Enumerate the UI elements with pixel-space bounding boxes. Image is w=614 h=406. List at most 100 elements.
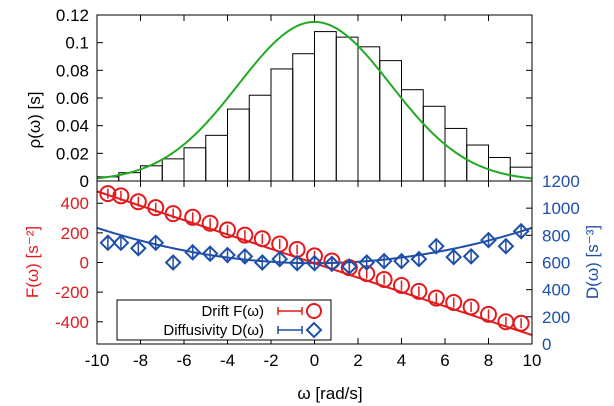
diffusivity-marker [219,246,236,264]
drift-y-tick-label: 0 [80,254,89,273]
diffusivity-marker [164,254,182,271]
histogram-bar [248,94,272,182]
diffusivity-marker [358,254,376,271]
diffusivity-marker [462,247,480,265]
histogram-bar [314,31,337,182]
x-tick-label: 10 [523,351,542,370]
legend-label-diffusivity: Diffusivity D(ω) [163,322,264,339]
drift-marker [184,208,202,226]
drift-marker [236,226,254,244]
diffusivity-y-tick-label: 400 [542,281,570,300]
density-y-tick-label: 0.1 [65,34,89,53]
diffusivity-marker [236,247,254,265]
density-y-label: ρ(ω) [s] [25,92,44,149]
drift-marker [147,199,165,217]
gaussian-fit-curve [96,20,533,180]
diffusivity-y-tick-label: 200 [542,308,570,327]
x-tick-label: 8 [484,351,493,370]
diffusivity-marker [512,222,530,240]
density-y-tick-label: 0.04 [56,117,89,136]
drift-y-ticks: -400 -200 0 200 400 [55,194,103,332]
drift-markers [99,185,530,332]
diffusivity-marker [99,234,117,252]
drift-y-tick-label: 400 [61,194,89,213]
diffusivity-marker [271,250,289,268]
legend-diffusivity-symbol [277,321,323,339]
drift-marker [427,289,445,307]
drift-marker [462,298,480,316]
diffusivity-marker [340,258,358,275]
density-y-tick-label: 0.06 [56,89,89,108]
drift-marker [219,221,236,239]
diffusivity-marker [306,254,323,272]
diffusivity-y-tick-label: 800 [542,226,570,245]
x-tick-label: -6 [176,351,191,370]
x-tick-label: -8 [133,351,148,370]
legend-label-drift: Drift F(ω) [201,303,264,320]
density-y-tick-label: 0.12 [56,6,89,25]
histogram-bar [444,127,468,182]
diffusivity-marker [375,252,393,270]
x-tick-label: -4 [220,351,235,370]
omega-x-ticks: -10 -8 -6 -4 -2 0 2 4 6 8 10 [85,15,542,370]
drift-diffusivity-panel: -400 -200 0 200 400 0 200 400 600 800 1000 1200 -1… [23,15,602,403]
diffusivity-y-tick-label: 0 [542,335,551,354]
diffusivity-marker [393,252,410,270]
diffusivity-marker [480,231,497,249]
drift-marker [99,185,117,203]
diffusivity-marker [184,243,202,261]
drift-marker [112,187,130,205]
drift-y-label: F(ω) [s⁻²] [23,226,42,298]
x-tick-label: -10 [85,351,110,370]
density-panel: 0 0.02 0.04 0.06 0.08 0.1 0.12 ρ(ω) [s] [25,6,533,191]
x-tick-label: 0 [310,351,319,370]
histogram-bar [488,156,511,182]
diffusivity-marker [497,237,515,255]
x-tick-label: 4 [397,351,406,370]
diffusivity-marker [129,239,147,257]
legend-drift-marker [306,303,322,319]
diffusivity-y-ticks: 0 200 400 600 800 1000 1200 [526,172,580,354]
drift-marker [410,282,428,300]
diffusivity-marker [112,234,130,252]
diffusivity-marker [147,234,165,252]
diffusivity-y-tick-label: 1200 [542,172,580,191]
drift-marker [375,271,393,289]
diffusivity-y-tick-label: 1000 [542,199,580,218]
diffusivity-marker [253,254,271,271]
histogram-bar [466,144,489,182]
diffusivity-y-label: D(ω) [s⁻³] [583,225,602,299]
density-y-tick-label: 0.08 [56,61,89,80]
diffusivity-marker [288,254,306,272]
drift-y-tick-label: -400 [55,313,89,332]
diffusivity-marker [410,250,428,268]
histogram-bar [335,36,359,182]
drift-marker [512,314,530,332]
drift-marker [393,276,410,294]
legend-drift-symbol [277,303,322,319]
x-tick-label: -2 [263,351,278,370]
density-y-ticks: 0 0.02 0.04 0.06 0.08 0.1 0.12 [56,6,532,191]
drift-marker [129,193,147,211]
diffusivity-y-tick-label: 600 [542,254,570,273]
drift-plot-frame [96,180,533,345]
drift-marker [480,305,497,323]
drift-marker [253,230,271,248]
drift-y-tick-label: 200 [61,224,89,243]
omega-x-label: ω [rad/s] [297,384,362,403]
histogram-bar [227,108,250,182]
diffusivity-markers [99,222,530,275]
histogram-bar [270,68,294,182]
legend-diffusivity-marker [305,321,323,339]
histogram-bar [422,105,446,182]
drift-y-tick-label: -200 [55,283,89,302]
histogram-bar [161,158,185,182]
diffusivity-marker [323,255,341,273]
drift-marker [445,294,463,312]
x-tick-label: 2 [353,351,362,370]
legend: Drift F(ω) Diffusivity D(ω) [116,299,332,341]
histogram-bar [379,60,402,182]
diffusivity-marker [427,237,445,255]
x-tick-label: 6 [440,351,449,370]
